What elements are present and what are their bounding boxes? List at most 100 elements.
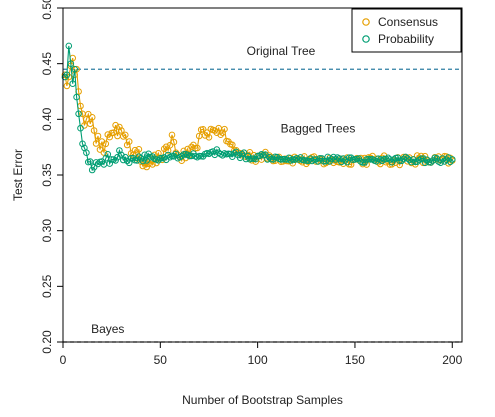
data-point-consensus xyxy=(110,129,117,136)
data-point-consensus xyxy=(199,126,207,133)
data-point-consensus xyxy=(125,138,133,145)
y-tick-label: 0.35 xyxy=(40,163,54,187)
data-point-probability xyxy=(135,153,143,160)
data-point-probability xyxy=(108,156,115,163)
data-point-consensus xyxy=(160,145,168,153)
data-point-probability xyxy=(63,71,71,79)
data-point-consensus xyxy=(135,146,143,153)
data-point-consensus xyxy=(122,131,129,139)
data-point-consensus xyxy=(229,141,236,149)
data-point-probability xyxy=(427,159,435,166)
data-point-probability xyxy=(437,159,444,166)
data-point-consensus xyxy=(116,123,123,131)
data-point-probability xyxy=(240,149,248,156)
series-probability xyxy=(61,42,456,174)
data-point-probability xyxy=(229,153,236,160)
data-point-probability xyxy=(419,155,427,162)
legend: Consensus Probability xyxy=(351,8,462,53)
data-point-consensus xyxy=(123,141,131,149)
data-point-consensus xyxy=(86,120,94,128)
data-point-probability xyxy=(396,157,404,164)
data-point-probability xyxy=(112,157,119,164)
y-tick-label: 0.40 xyxy=(40,107,54,131)
data-point-probability xyxy=(445,154,452,161)
data-point-consensus xyxy=(118,127,125,134)
data-point-probability xyxy=(104,151,112,158)
data-point-consensus xyxy=(194,144,201,152)
data-point-consensus xyxy=(219,129,226,136)
data-point-consensus xyxy=(100,149,108,156)
y-axis-label: Test Error xyxy=(11,149,25,201)
data-point-probability xyxy=(378,157,386,165)
data-point-consensus xyxy=(92,140,100,147)
data-point-consensus xyxy=(73,65,80,73)
x-tick-label: 100 xyxy=(248,353,268,367)
data-point-probability xyxy=(143,157,150,164)
data-point-probability xyxy=(141,151,148,159)
data-point-consensus xyxy=(170,138,178,146)
legend-label-probability: Probability xyxy=(378,32,434,46)
x-tick-label: 150 xyxy=(345,353,365,367)
data-point-consensus xyxy=(145,160,152,168)
data-point-probability xyxy=(178,152,185,160)
annotation-bayes: Bayes xyxy=(91,322,124,336)
data-point-probability xyxy=(449,156,456,163)
data-point-consensus xyxy=(106,133,113,141)
y-tick-label: 0.20 xyxy=(40,330,54,354)
data-point-probability xyxy=(248,155,256,162)
plot-area: Original Tree Bagged Trees Bayes xyxy=(61,42,462,343)
data-point-consensus xyxy=(162,143,170,151)
data-point-probability xyxy=(69,80,76,87)
data-point-probability xyxy=(172,150,180,158)
data-point-probability xyxy=(139,157,147,165)
data-point-consensus xyxy=(88,114,96,121)
data-point-probability xyxy=(83,149,90,156)
y-tick-label: 0.50 xyxy=(40,0,54,20)
series-line-consensus xyxy=(64,57,453,169)
series-line-probability xyxy=(64,45,453,172)
data-point-probability xyxy=(219,152,226,159)
data-point-consensus xyxy=(168,131,176,139)
data-point-probability xyxy=(279,155,287,163)
data-point-probability xyxy=(67,60,75,68)
data-point-probability xyxy=(328,155,335,163)
data-point-consensus xyxy=(120,133,127,140)
x-tick-label: 50 xyxy=(154,353,168,367)
data-point-probability xyxy=(79,140,86,148)
data-point-probability xyxy=(65,42,73,50)
data-point-probability xyxy=(236,154,244,162)
annotation-bagged-trees: Bagged Trees xyxy=(281,122,356,136)
legend-marker-probability xyxy=(362,35,370,43)
data-point-consensus xyxy=(102,140,110,148)
y-tick-label: 0.45 xyxy=(40,52,54,76)
data-point-probability xyxy=(77,124,84,132)
x-tick-label: 0 xyxy=(60,353,67,367)
y-tick-label: 0.25 xyxy=(40,274,54,298)
data-point-probability xyxy=(367,156,374,163)
data-point-consensus xyxy=(131,146,139,154)
data-point-consensus xyxy=(217,131,224,138)
y-tick-label: 0.30 xyxy=(40,219,54,243)
legend-marker-consensus xyxy=(362,18,370,26)
data-point-probability xyxy=(345,154,353,161)
data-point-probability xyxy=(398,157,406,165)
x-axis-label: Number of Bootstrap Samples xyxy=(182,393,343,407)
data-point-consensus xyxy=(149,161,156,168)
data-point-probability xyxy=(406,156,413,164)
annotation-original-tree: Original Tree xyxy=(247,44,316,58)
legend-box xyxy=(351,8,462,53)
legend-label-consensus: Consensus xyxy=(378,15,438,29)
data-point-consensus xyxy=(94,132,102,140)
data-point-probability xyxy=(384,154,392,162)
data-point-probability xyxy=(336,155,343,162)
axes: 0 50 100 150 200 0.20 0.25 0.30 0.35 0.40 0.45 0.50… xyxy=(11,0,463,407)
data-point-probability xyxy=(332,156,339,163)
data-point-consensus xyxy=(90,127,98,134)
data-point-probability xyxy=(127,155,135,162)
data-point-probability xyxy=(73,93,80,101)
data-point-consensus xyxy=(112,121,119,129)
data-point-consensus xyxy=(205,134,213,141)
data-point-probability xyxy=(195,152,203,160)
data-point-probability xyxy=(231,150,238,157)
